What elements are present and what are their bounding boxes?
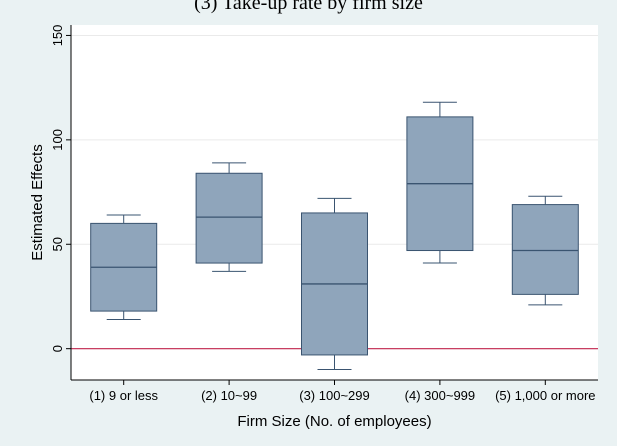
x-tick-label: (3) 100~299 (299, 388, 369, 403)
y-tick-label: 100 (50, 129, 65, 151)
interquartile-box (511, 204, 579, 295)
box-5 (511, 195, 579, 306)
x-tick-label: (4) 300~999 (405, 388, 475, 403)
box-4 (406, 101, 474, 264)
y-axis-title: Estimated Effects (29, 144, 46, 260)
chart-title: (3) Take-up rate by firm size (194, 0, 423, 14)
box-1 (90, 214, 158, 320)
y-tick-label: 0 (50, 345, 65, 352)
x-tick-label: (5) 1,000 or more (495, 388, 595, 403)
box-2 (195, 162, 263, 272)
x-tick-label: (2) 10~99 (201, 388, 257, 403)
x-axis-title: Firm Size (No. of employees) (237, 413, 431, 430)
y-tick-label: 50 (50, 237, 65, 251)
interquartile-box (195, 172, 263, 264)
box-3 (301, 197, 368, 371)
y-tick-label: 150 (50, 25, 65, 47)
x-tick-label: (1) 9 or less (89, 388, 158, 403)
